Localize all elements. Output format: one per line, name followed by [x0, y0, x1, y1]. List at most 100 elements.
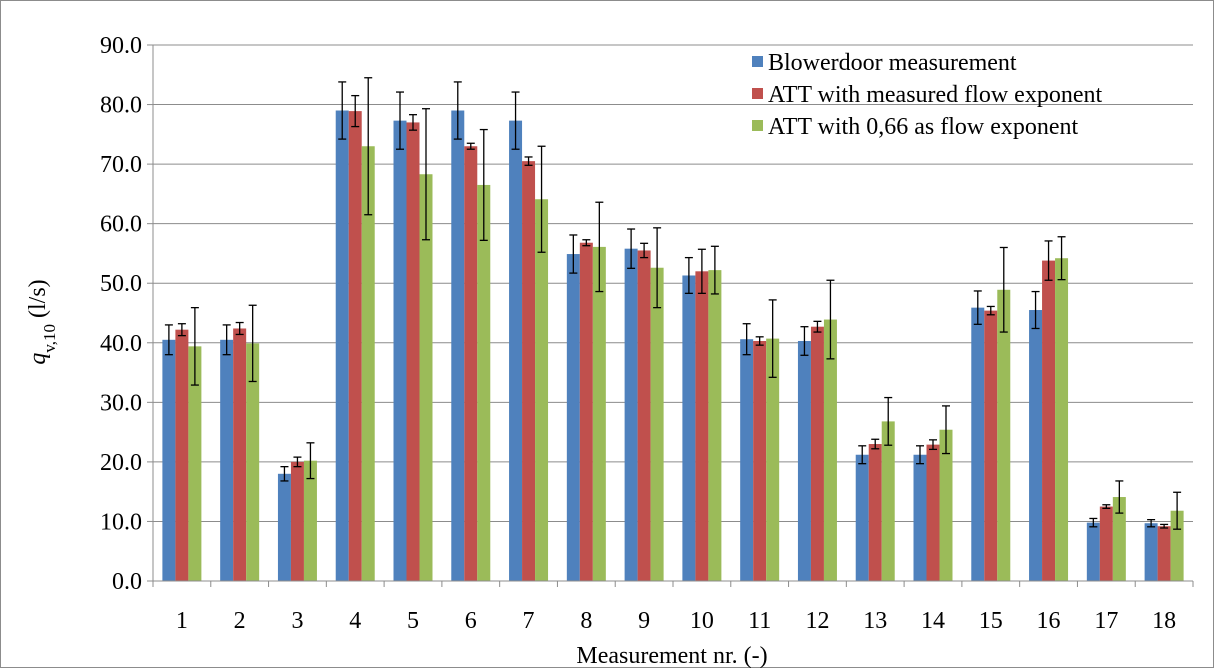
- x-tick-label: 15: [979, 608, 1003, 634]
- error-bar-3-11: [768, 299, 777, 378]
- bar-3-5: [419, 174, 433, 582]
- bar-1-11: [740, 339, 754, 581]
- bar-1-7: [509, 120, 523, 581]
- axes: [152, 45, 1194, 587]
- x-tick-label: 10: [690, 608, 714, 634]
- bar-2-18: [1157, 526, 1171, 581]
- x-tick-label: 13: [863, 608, 887, 634]
- x-tick-label: 5: [407, 608, 419, 634]
- bar-3-2: [246, 343, 260, 581]
- bar-1-8: [566, 254, 580, 582]
- bar-1-14: [913, 454, 927, 581]
- error-bar-3-8: [595, 201, 604, 293]
- bar-2-4: [348, 111, 362, 582]
- bar-3-8: [592, 246, 606, 582]
- bar-2-14: [926, 444, 940, 581]
- error-bar-3-13: [884, 396, 893, 446]
- error-bar-2-5: [409, 114, 417, 131]
- y-tick-label: 90.0: [100, 33, 142, 59]
- error-bar-1-12: [800, 326, 809, 356]
- error-bar-1-11: [742, 323, 751, 356]
- error-bar-3-15: [999, 246, 1008, 333]
- error-bar-2-7: [524, 156, 533, 166]
- error-bar-3-2: [248, 304, 257, 383]
- y-axis-title: qv,10 (l/s): [25, 279, 59, 364]
- bar-2-9: [637, 250, 651, 581]
- error-bar-2-8: [582, 239, 591, 247]
- bar-2-8: [579, 242, 593, 582]
- error-bar-2-3: [293, 456, 302, 468]
- error-bar-1-1: [164, 324, 173, 356]
- bar-3-13: [881, 421, 895, 581]
- bar-1-15: [971, 307, 985, 581]
- y-axis-title-main: q: [25, 353, 51, 365]
- error-bar-2-16: [1044, 240, 1053, 281]
- bar-3-1: [188, 346, 202, 581]
- x-tick-label: 14: [921, 608, 945, 634]
- error-bar-1-18: [1147, 519, 1156, 528]
- error-bar-3-16: [1057, 236, 1066, 281]
- error-bar-3-9: [653, 227, 662, 309]
- bar-1-6: [451, 110, 465, 581]
- error-bar-2-9: [640, 242, 649, 259]
- bar-3-3: [303, 460, 317, 581]
- error-bars: [164, 77, 1182, 530]
- bar-3-14: [939, 429, 953, 581]
- bar-2-2: [233, 328, 247, 581]
- bar-1-4: [335, 110, 349, 581]
- legend-label: Blowerdoor measurement: [768, 50, 1017, 76]
- x-tick-label: 12: [805, 608, 829, 634]
- bar-2-17: [1099, 506, 1113, 581]
- x-tick-labels: 1 2 3 4 5 6 7 8 9 10 11 12 13 14 15 16 17 18: [176, 608, 1176, 634]
- error-bar-1-5: [396, 91, 404, 150]
- error-bar-2-11: [755, 336, 764, 346]
- error-bar-2-14: [929, 439, 937, 451]
- legend-swatch: [752, 120, 763, 131]
- bar-2-16: [1042, 260, 1056, 581]
- bar-3-18: [1170, 510, 1184, 581]
- x-tick-label: 7: [523, 608, 535, 634]
- error-bar-3-14: [942, 405, 950, 455]
- error-bar-2-1: [177, 323, 186, 337]
- bar-1-1: [162, 339, 176, 581]
- error-bar-1-4: [338, 81, 347, 140]
- bar-2-15: [984, 310, 998, 581]
- legend-label: ATT with 0,66 as flow exponent: [768, 114, 1079, 140]
- bar-2-3: [290, 461, 304, 581]
- error-bar-1-10: [684, 256, 693, 294]
- x-tick-label: 8: [580, 608, 592, 634]
- x-tick-label: 11: [748, 608, 771, 634]
- bar-1-16: [1029, 310, 1043, 581]
- y-tick-label: 10.0: [100, 509, 142, 535]
- bar-2-11: [753, 340, 767, 581]
- x-tick-label: 16: [1037, 608, 1061, 634]
- error-bar-3-4: [364, 77, 373, 216]
- bar-2-1: [175, 329, 189, 581]
- x-axis-title: Measurement nr. (-): [576, 643, 767, 668]
- legend-swatch: [752, 56, 763, 67]
- bar-3-16: [1055, 258, 1069, 581]
- error-bar-2-18: [1160, 523, 1169, 529]
- y-tick-label: 80.0: [100, 93, 142, 119]
- bar-3-15: [997, 289, 1011, 581]
- error-bar-2-4: [351, 94, 360, 128]
- error-bar-2-6: [466, 142, 475, 150]
- x-tick-label: 17: [1094, 608, 1118, 634]
- error-bar-2-12: [813, 320, 822, 333]
- bar-2-6: [464, 146, 478, 581]
- y-tick-label: 50.0: [100, 271, 142, 297]
- error-bar-1-17: [1089, 517, 1098, 528]
- bar-1-5: [393, 120, 407, 581]
- bar-2-5: [406, 122, 420, 581]
- bar-1-2: [220, 339, 234, 581]
- error-bar-3-1: [190, 306, 199, 386]
- error-bar-3-3: [306, 442, 315, 480]
- error-bar-1-14: [916, 445, 924, 465]
- x-tick-label: 2: [234, 608, 246, 634]
- error-bar-1-16: [1031, 290, 1040, 330]
- error-bar-1-8: [569, 234, 578, 274]
- error-bar-2-2: [235, 321, 244, 336]
- error-bar-3-18: [1173, 491, 1182, 530]
- y-tick-label: 30.0: [100, 390, 142, 416]
